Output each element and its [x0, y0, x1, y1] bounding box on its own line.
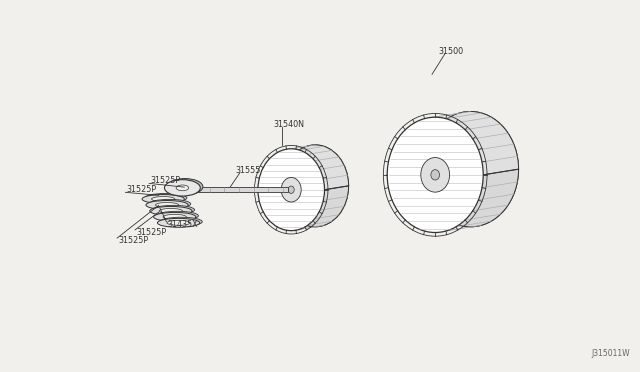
- Polygon shape: [387, 169, 518, 232]
- Ellipse shape: [387, 117, 483, 232]
- Ellipse shape: [152, 205, 195, 214]
- Text: 31525P: 31525P: [127, 185, 157, 194]
- Ellipse shape: [421, 158, 450, 192]
- Ellipse shape: [146, 201, 188, 209]
- Polygon shape: [387, 112, 518, 175]
- Ellipse shape: [184, 187, 187, 192]
- Text: J315011W: J315011W: [592, 349, 630, 358]
- Ellipse shape: [281, 177, 301, 202]
- Ellipse shape: [160, 217, 202, 226]
- Ellipse shape: [159, 208, 182, 214]
- Ellipse shape: [167, 220, 190, 225]
- Ellipse shape: [258, 149, 324, 231]
- Ellipse shape: [154, 212, 196, 221]
- Ellipse shape: [150, 206, 192, 215]
- Text: 31525P: 31525P: [118, 236, 148, 245]
- Ellipse shape: [163, 214, 186, 219]
- Ellipse shape: [288, 186, 294, 193]
- Ellipse shape: [142, 195, 184, 203]
- Ellipse shape: [164, 180, 200, 196]
- Ellipse shape: [167, 179, 203, 195]
- Text: 31500: 31500: [438, 47, 463, 56]
- Text: 31540N: 31540N: [274, 120, 305, 129]
- Ellipse shape: [156, 202, 179, 208]
- Ellipse shape: [422, 112, 518, 227]
- Ellipse shape: [282, 145, 349, 227]
- Polygon shape: [258, 145, 349, 190]
- Ellipse shape: [156, 211, 198, 220]
- Polygon shape: [258, 186, 349, 231]
- Ellipse shape: [157, 218, 200, 227]
- Ellipse shape: [145, 193, 187, 202]
- Text: 31555: 31555: [236, 166, 261, 174]
- Text: 31435X: 31435X: [168, 220, 198, 229]
- Ellipse shape: [152, 196, 175, 202]
- Text: 31525P: 31525P: [150, 176, 180, 185]
- Ellipse shape: [148, 199, 191, 208]
- Text: 31525P: 31525P: [136, 228, 166, 237]
- Ellipse shape: [176, 185, 189, 191]
- Ellipse shape: [431, 170, 440, 180]
- Polygon shape: [186, 187, 288, 192]
